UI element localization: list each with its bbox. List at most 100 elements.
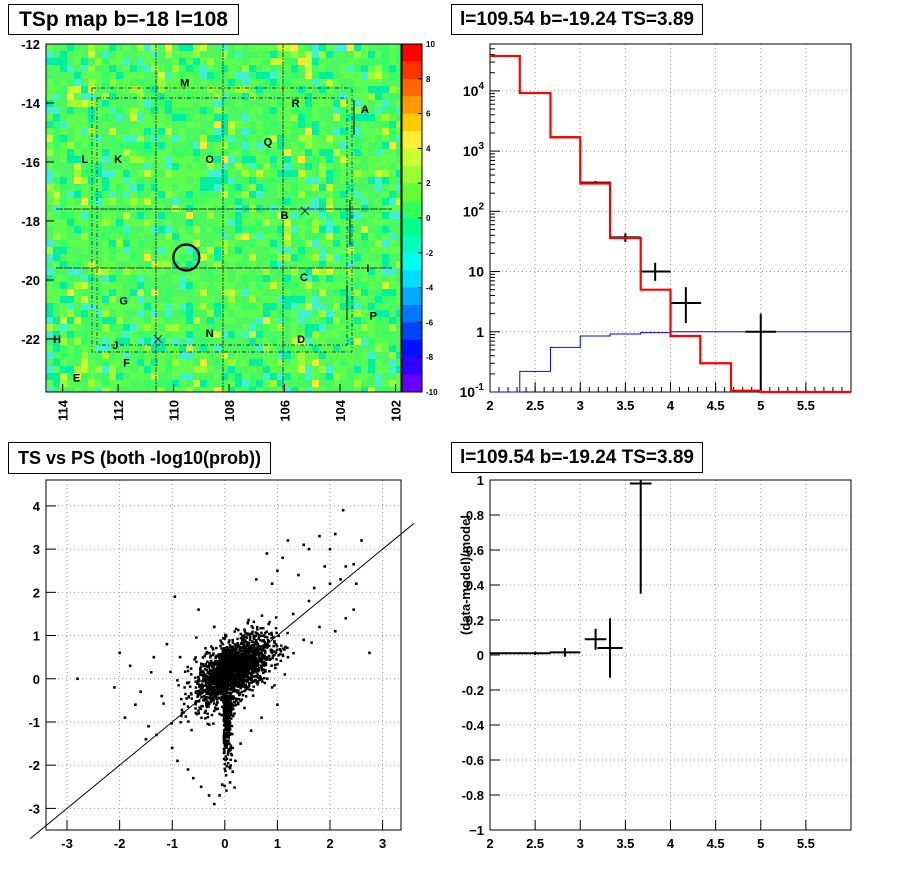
heatmap-cell <box>109 44 116 51</box>
heatmap-cell <box>277 254 284 261</box>
heatmap-cell <box>151 317 158 324</box>
heatmap-cell <box>389 366 396 373</box>
heatmap-cell <box>46 121 53 128</box>
heatmap-cell <box>172 226 179 233</box>
heatmap-cell <box>200 86 207 93</box>
heatmap-cell <box>74 303 81 310</box>
scatter-point <box>217 667 221 671</box>
heatmap-cell <box>95 121 102 128</box>
heatmap-cell <box>179 268 186 275</box>
scatter-point <box>219 644 222 648</box>
heatmap-cell <box>305 373 312 380</box>
heatmap-cell <box>151 240 158 247</box>
heatmap-cell <box>207 205 214 212</box>
heatmap-cell <box>123 163 130 170</box>
heatmap-cell <box>200 380 207 387</box>
heatmap-cell <box>256 345 263 352</box>
heatmap-cell <box>221 310 228 317</box>
heatmap-cell <box>60 184 67 191</box>
heatmap-cell <box>263 149 270 156</box>
heatmap-cell <box>256 261 263 268</box>
heatmap-cell <box>102 310 109 317</box>
heatmap-cell <box>81 121 88 128</box>
heatmap-cell <box>333 331 340 338</box>
heatmap-cell <box>200 58 207 65</box>
heatmap-cell <box>263 86 270 93</box>
scatter-point <box>177 684 180 687</box>
heatmap-cell <box>81 296 88 303</box>
heatmap-cell <box>361 142 368 149</box>
heatmap-cell <box>375 275 382 282</box>
heatmap-cell <box>305 226 312 233</box>
source-label-a: A <box>361 104 369 116</box>
heatmap-cell <box>88 58 95 65</box>
heatmap-cell <box>312 114 319 121</box>
heatmap-cell <box>46 345 53 352</box>
heatmap-cell <box>263 107 270 114</box>
heatmap-cell <box>354 44 361 51</box>
heatmap-cell <box>46 58 53 65</box>
scatter-point <box>226 753 230 756</box>
heatmap-cell <box>151 303 158 310</box>
scatter-point <box>224 722 228 725</box>
heatmap-cell <box>242 198 249 205</box>
heatmap-cell <box>172 58 179 65</box>
heatmap-cell <box>291 352 298 359</box>
scatter-point <box>227 721 230 724</box>
heatmap-cell <box>102 212 109 219</box>
heatmap-cell <box>312 142 319 149</box>
heatmap-cell <box>130 345 137 352</box>
heatmap-cell <box>67 58 74 65</box>
scatter-point <box>206 678 210 681</box>
heatmap-cell <box>235 373 242 380</box>
heatmap-cell <box>158 282 165 289</box>
heatmap-cell <box>368 100 375 107</box>
scatter-point <box>226 651 229 655</box>
heatmap-cell <box>172 128 179 135</box>
scatter-point <box>252 660 255 664</box>
heatmap-cell <box>333 156 340 163</box>
heatmap-cell <box>46 240 53 247</box>
scatter-point <box>224 758 227 762</box>
heatmap-cell <box>53 156 60 163</box>
heatmap-cell <box>123 205 130 212</box>
heatmap-cell <box>382 79 389 86</box>
heatmap-cell <box>221 247 228 254</box>
heatmap-cell <box>235 58 242 65</box>
heatmap-cell <box>221 79 228 86</box>
heatmap-cell <box>46 373 53 380</box>
scatter-point <box>238 668 242 672</box>
heatmap-cell <box>284 114 291 121</box>
scatter-point <box>205 695 208 699</box>
heatmap-cell <box>319 226 326 233</box>
spectrum-x-tick-label: 2 <box>486 398 493 413</box>
heatmap-cell <box>319 324 326 331</box>
heatmap-cell <box>151 247 158 254</box>
heatmap-cell <box>270 345 277 352</box>
colorbar-cell <box>402 235 422 254</box>
heatmap-cell <box>207 128 214 135</box>
heatmap-cell <box>179 359 186 366</box>
heatmap-cell <box>186 44 193 51</box>
heatmap-cell <box>368 310 375 317</box>
heatmap-cell <box>137 177 144 184</box>
scatter-point <box>217 697 221 700</box>
heatmap-cell <box>214 121 221 128</box>
heatmap-cell <box>298 93 305 100</box>
heatmap-cell <box>165 198 172 205</box>
heatmap-cell <box>151 331 158 338</box>
heatmap-cell <box>270 163 277 170</box>
heatmap-cell <box>326 317 333 324</box>
heatmap-cell <box>368 317 375 324</box>
heatmap-cell <box>333 233 340 240</box>
heatmap-cell <box>333 212 340 219</box>
heatmap-cell <box>396 156 401 163</box>
heatmap-cell <box>312 366 319 373</box>
heatmap-cell <box>172 352 179 359</box>
heatmap-cell <box>144 212 151 219</box>
scatter-point <box>219 666 223 669</box>
scatter-point <box>205 688 208 692</box>
heatmap-cell <box>109 135 116 142</box>
scatter-point <box>223 693 227 696</box>
